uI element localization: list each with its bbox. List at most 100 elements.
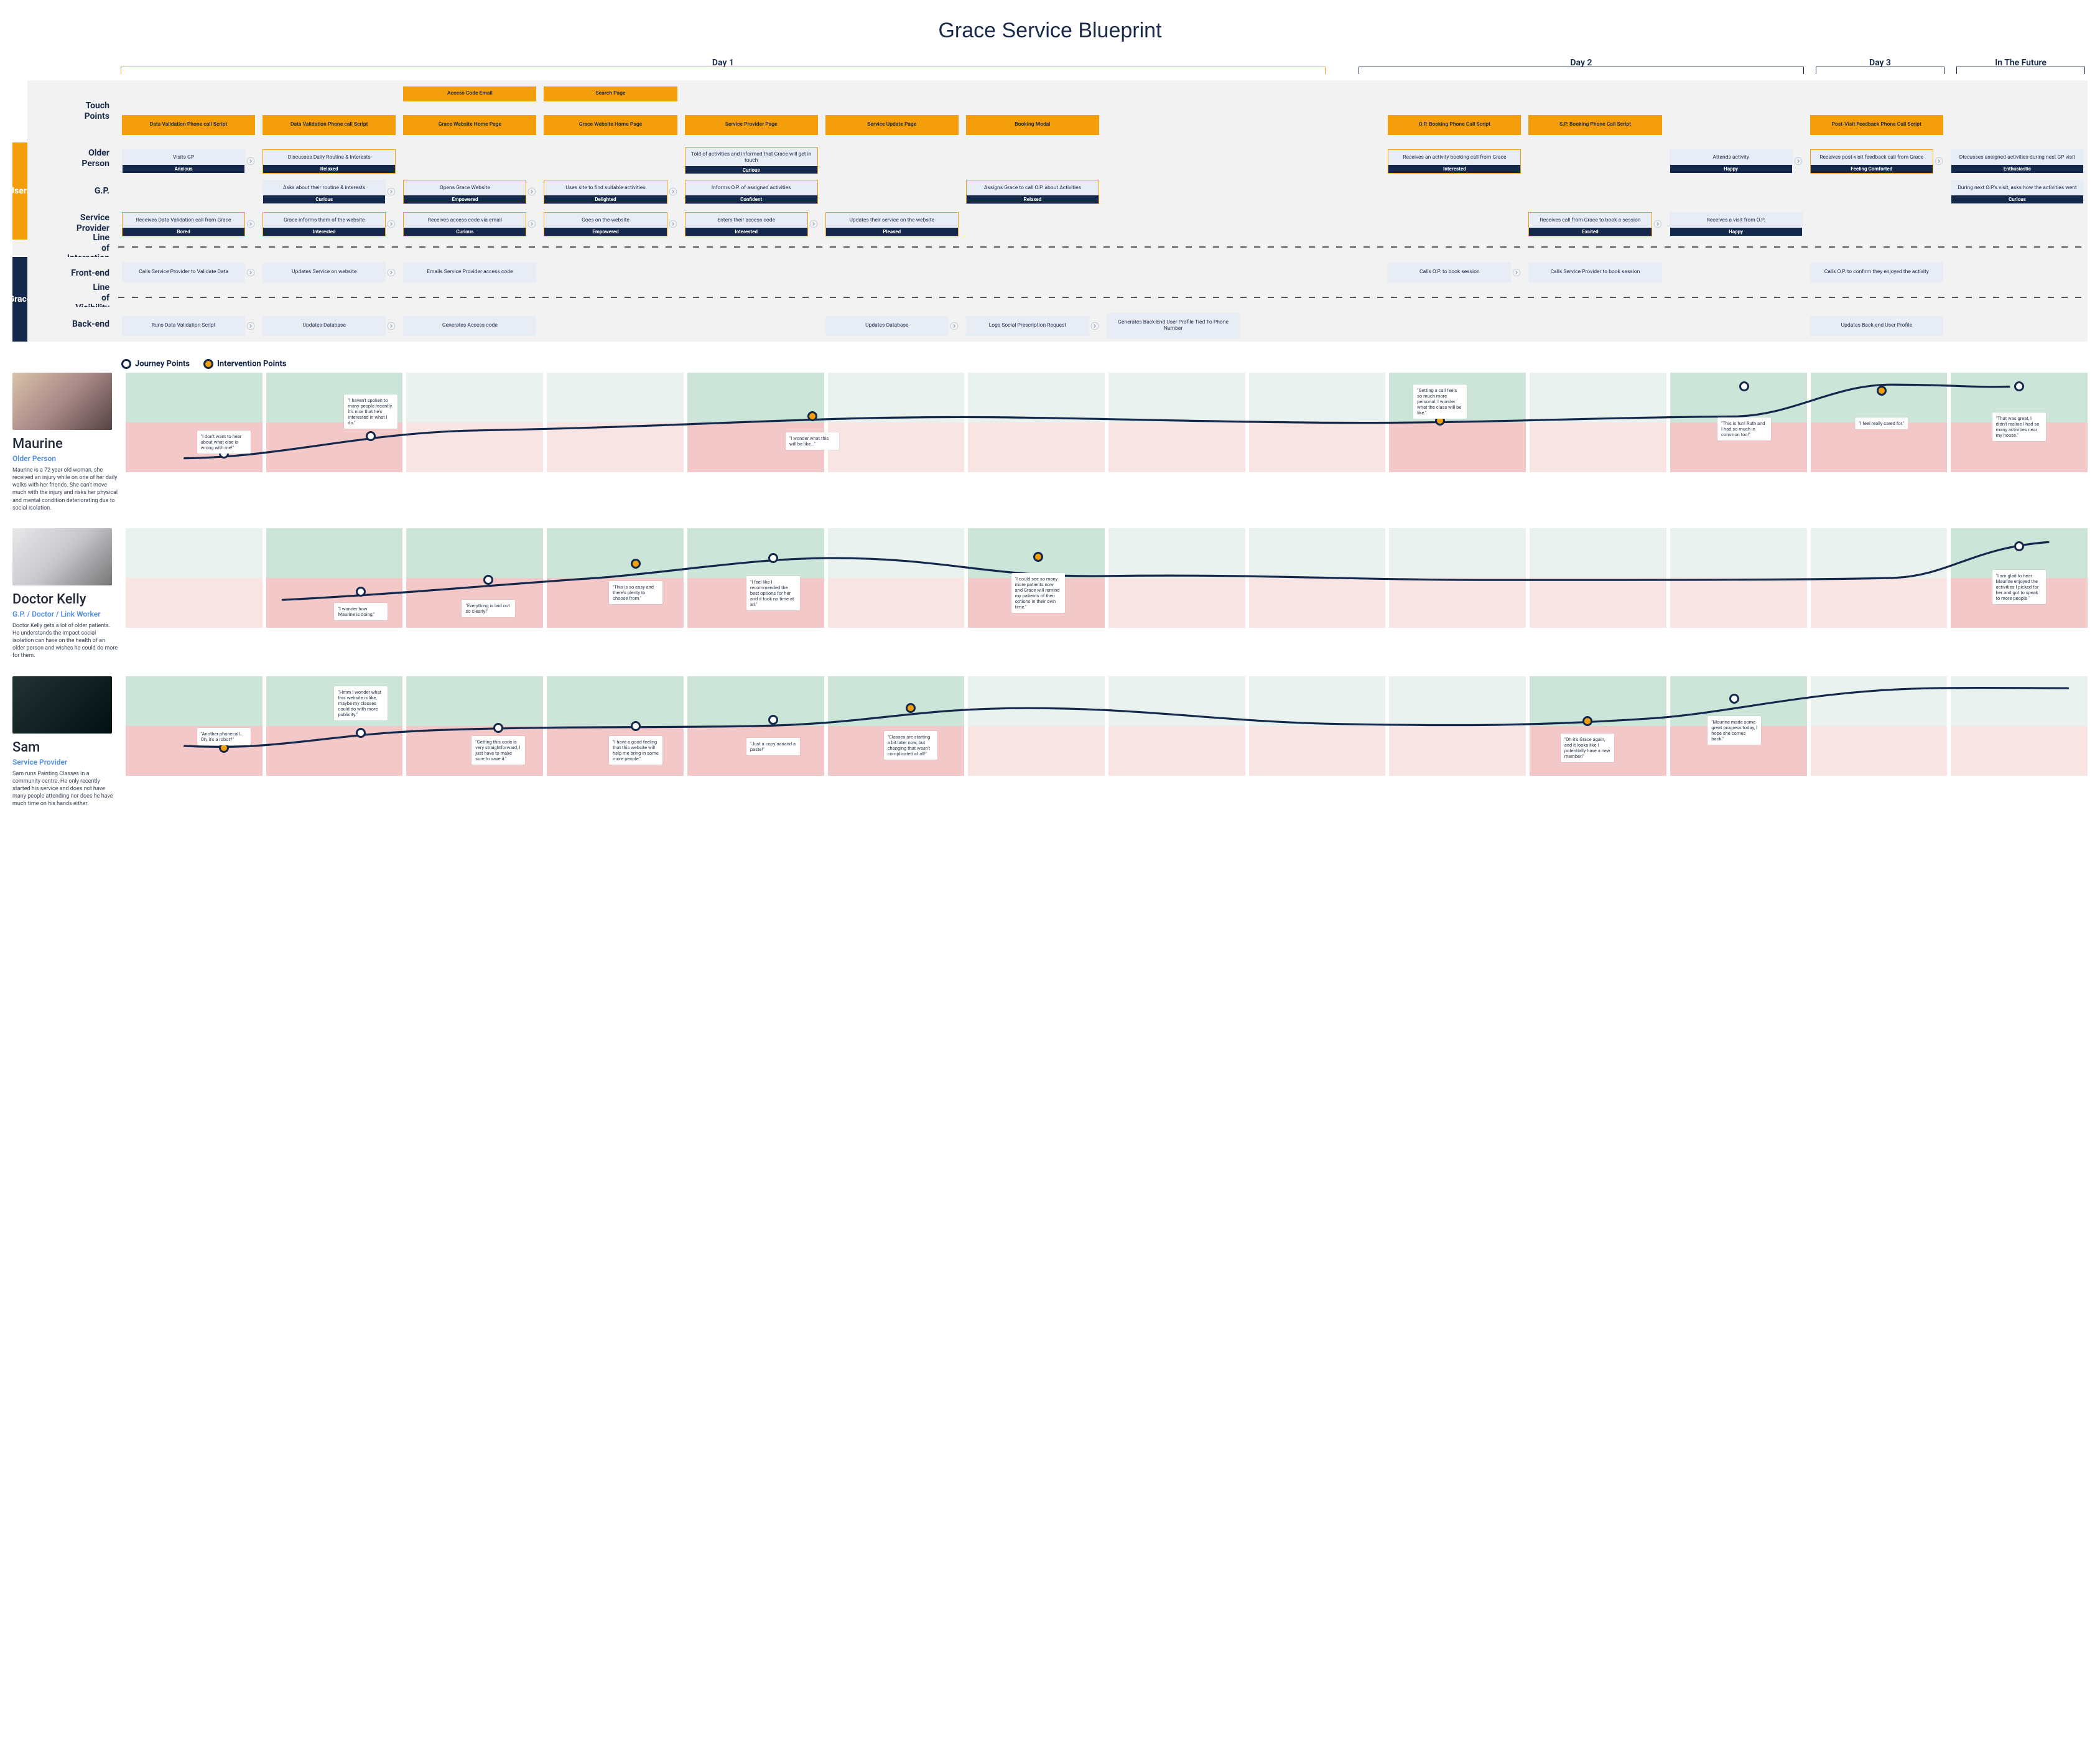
op-card: Visits GPAnxious <box>122 149 245 174</box>
journey-col <box>968 373 1105 472</box>
lane-label-be: Back-end <box>27 307 118 342</box>
journey-col <box>1530 373 1666 472</box>
journey-quote: "Everything is laid out so clearly!" <box>462 600 515 617</box>
sp-card: Updates their service on the websitePlea… <box>825 212 959 236</box>
op-card: Discusses assigned activities during nex… <box>1951 149 2084 174</box>
arrow-right-icon <box>387 268 396 277</box>
be-card: Generates Back-End User Profile Tied To … <box>1107 313 1240 339</box>
journey-point <box>2014 541 2024 551</box>
journey-point <box>807 411 817 421</box>
persona-desc: Maurine is a 72 year old woman, she rece… <box>12 467 118 512</box>
journey-quote: "I haven't spoken to many people recentl… <box>344 394 397 429</box>
journey-quote: "This is fun! Ruth and I had so much in … <box>1717 417 1771 440</box>
journey-point <box>768 553 778 563</box>
sp-card: Goes on the websiteEmpowered <box>544 212 667 236</box>
be-card: Updates Database <box>825 316 949 336</box>
journey-col <box>687 373 824 472</box>
blueprint-grid: Users Grace TouchPointsOlderPersonG.P.Se… <box>12 80 2088 342</box>
touch-card: Post-Visit Feedback Phone Call Script <box>1810 115 1943 135</box>
journey-quote: "Maurine made some great progress today,… <box>1707 716 1761 745</box>
gp-card: Assigns Grace to call O.P. about Activit… <box>966 180 1099 204</box>
journey-quote: "I could see so many more patients now a… <box>1011 573 1065 613</box>
journey-col <box>1811 528 1948 628</box>
be-card: Logs Social Prescription Request <box>966 316 1089 336</box>
legend-intervention-label: Intervention Points <box>217 359 286 368</box>
journey-col <box>1389 676 1526 776</box>
period-label: Day 3 <box>1813 58 1947 73</box>
touch-card: Data Validation Phone call Script <box>262 115 396 135</box>
journey-col <box>126 528 262 628</box>
op-card: Discusses Daily Routine & InterestsRelax… <box>262 149 396 174</box>
journey-quote: "I don't want to hear about what else is… <box>197 431 251 454</box>
be-card: Generates Access code <box>403 316 536 336</box>
journey-quote: "I wonder how Maurine is doing." <box>334 603 388 620</box>
fe-card: Calls Service Provider to book session <box>1528 263 1661 282</box>
fe-card: Emails Service Provider access code <box>403 263 536 282</box>
journey-quote: "Classes are starting a bit later now, b… <box>884 731 937 760</box>
journey-chart: "I don't want to hear about what else is… <box>126 373 2088 472</box>
journey-point <box>2014 381 2024 391</box>
lane-track-gp: Asks about their routine & interestsCuri… <box>118 174 2088 206</box>
journey-col <box>1249 676 1386 776</box>
journey-col <box>1249 528 1386 628</box>
arrow-right-icon <box>527 187 536 196</box>
journey-point <box>366 431 376 441</box>
page-title: Grace Service Blueprint <box>12 19 2088 43</box>
lane-track-lov <box>118 289 2088 307</box>
journey-quote: "Oh it's Grace again, and it looks like … <box>1561 734 1614 762</box>
arrow-right-icon <box>809 220 818 228</box>
persona-role: Service Provider <box>12 758 118 766</box>
touch-card: Service Provider Page <box>685 115 818 135</box>
persona-desc: Doctor Kelly gets a lot of older patient… <box>12 622 118 660</box>
timeline-headers: Day 1Day 2Day 3In The Future <box>118 58 2088 73</box>
journey-col <box>1108 373 1245 472</box>
persona-photo <box>12 373 112 430</box>
lane-track-loi <box>118 238 2088 256</box>
journey-col <box>1670 528 1807 628</box>
journey-quote: "I am glad to hear Maurine enjoyed the a… <box>1992 570 2046 604</box>
journey-col <box>1530 528 1666 628</box>
journey-point <box>1582 716 1592 726</box>
journey-col <box>126 676 262 776</box>
arrow-right-icon <box>1090 322 1099 330</box>
op-card: Attends activityHappy <box>1670 149 1793 174</box>
be-card: Runs Data Validation Script <box>122 316 245 336</box>
lane-label-lov: LineofVisibility <box>27 289 118 307</box>
journey-point <box>493 723 503 733</box>
arrow-right-icon <box>246 322 255 330</box>
journey-col <box>1249 373 1386 472</box>
journey-quote: "Getting this code is very straightforwa… <box>472 736 525 765</box>
journey-point <box>906 703 916 713</box>
touch-card: Grace Website Home Page <box>403 115 536 135</box>
period-label: Day 1 <box>118 58 1328 73</box>
arrow-right-icon <box>387 187 396 196</box>
journey-point <box>768 715 778 725</box>
journey-col <box>968 676 1105 776</box>
gp-card: During next O.P.'s visit, asks how the a… <box>1951 180 2084 204</box>
gp-card: Informs O.P. of assigned activitiesConfi… <box>685 180 818 204</box>
persona-1: Doctor Kelly G.P. / Doctor / Link Worker… <box>12 528 2088 660</box>
touch-card: Service Update Page <box>825 115 959 135</box>
arrow-right-icon <box>527 220 536 228</box>
touch-card: Data Validation Phone call Script <box>122 115 255 135</box>
arrow-right-icon <box>1794 157 1803 165</box>
fe-card: Calls O.P. to book session <box>1388 263 1511 282</box>
journey-quote: "I have a good feeling that this website… <box>609 736 662 765</box>
period-label: Day 2 <box>1356 58 1806 73</box>
journey-quote: "Hmm I wonder what this website is like,… <box>334 686 388 720</box>
persona-0: Maurine Older Person Maurine is a 72 yea… <box>12 373 2088 512</box>
touch-card: Access Code Email <box>403 86 536 101</box>
gp-card: Uses site to find suitable activitiesDel… <box>544 180 667 204</box>
journey-col <box>406 373 543 472</box>
journey-chart: "I wonder how Maurine is doing." "Everyth… <box>126 528 2088 628</box>
touch-card: Grace Website Home Page <box>544 115 677 135</box>
journey-point <box>1877 386 1887 396</box>
op-card: Receives post-visit feedback call from G… <box>1810 149 1933 174</box>
lane-label-touch: TouchPoints <box>27 80 118 142</box>
op-card: Told of activities and informed that Gra… <box>685 147 818 175</box>
legend-journey-label: Journey Points <box>135 359 190 368</box>
journey-col <box>687 676 824 776</box>
journey-col <box>828 373 965 472</box>
arrow-right-icon <box>246 157 255 165</box>
sp-card: Receives a visit from O.P.Happy <box>1670 212 1803 236</box>
